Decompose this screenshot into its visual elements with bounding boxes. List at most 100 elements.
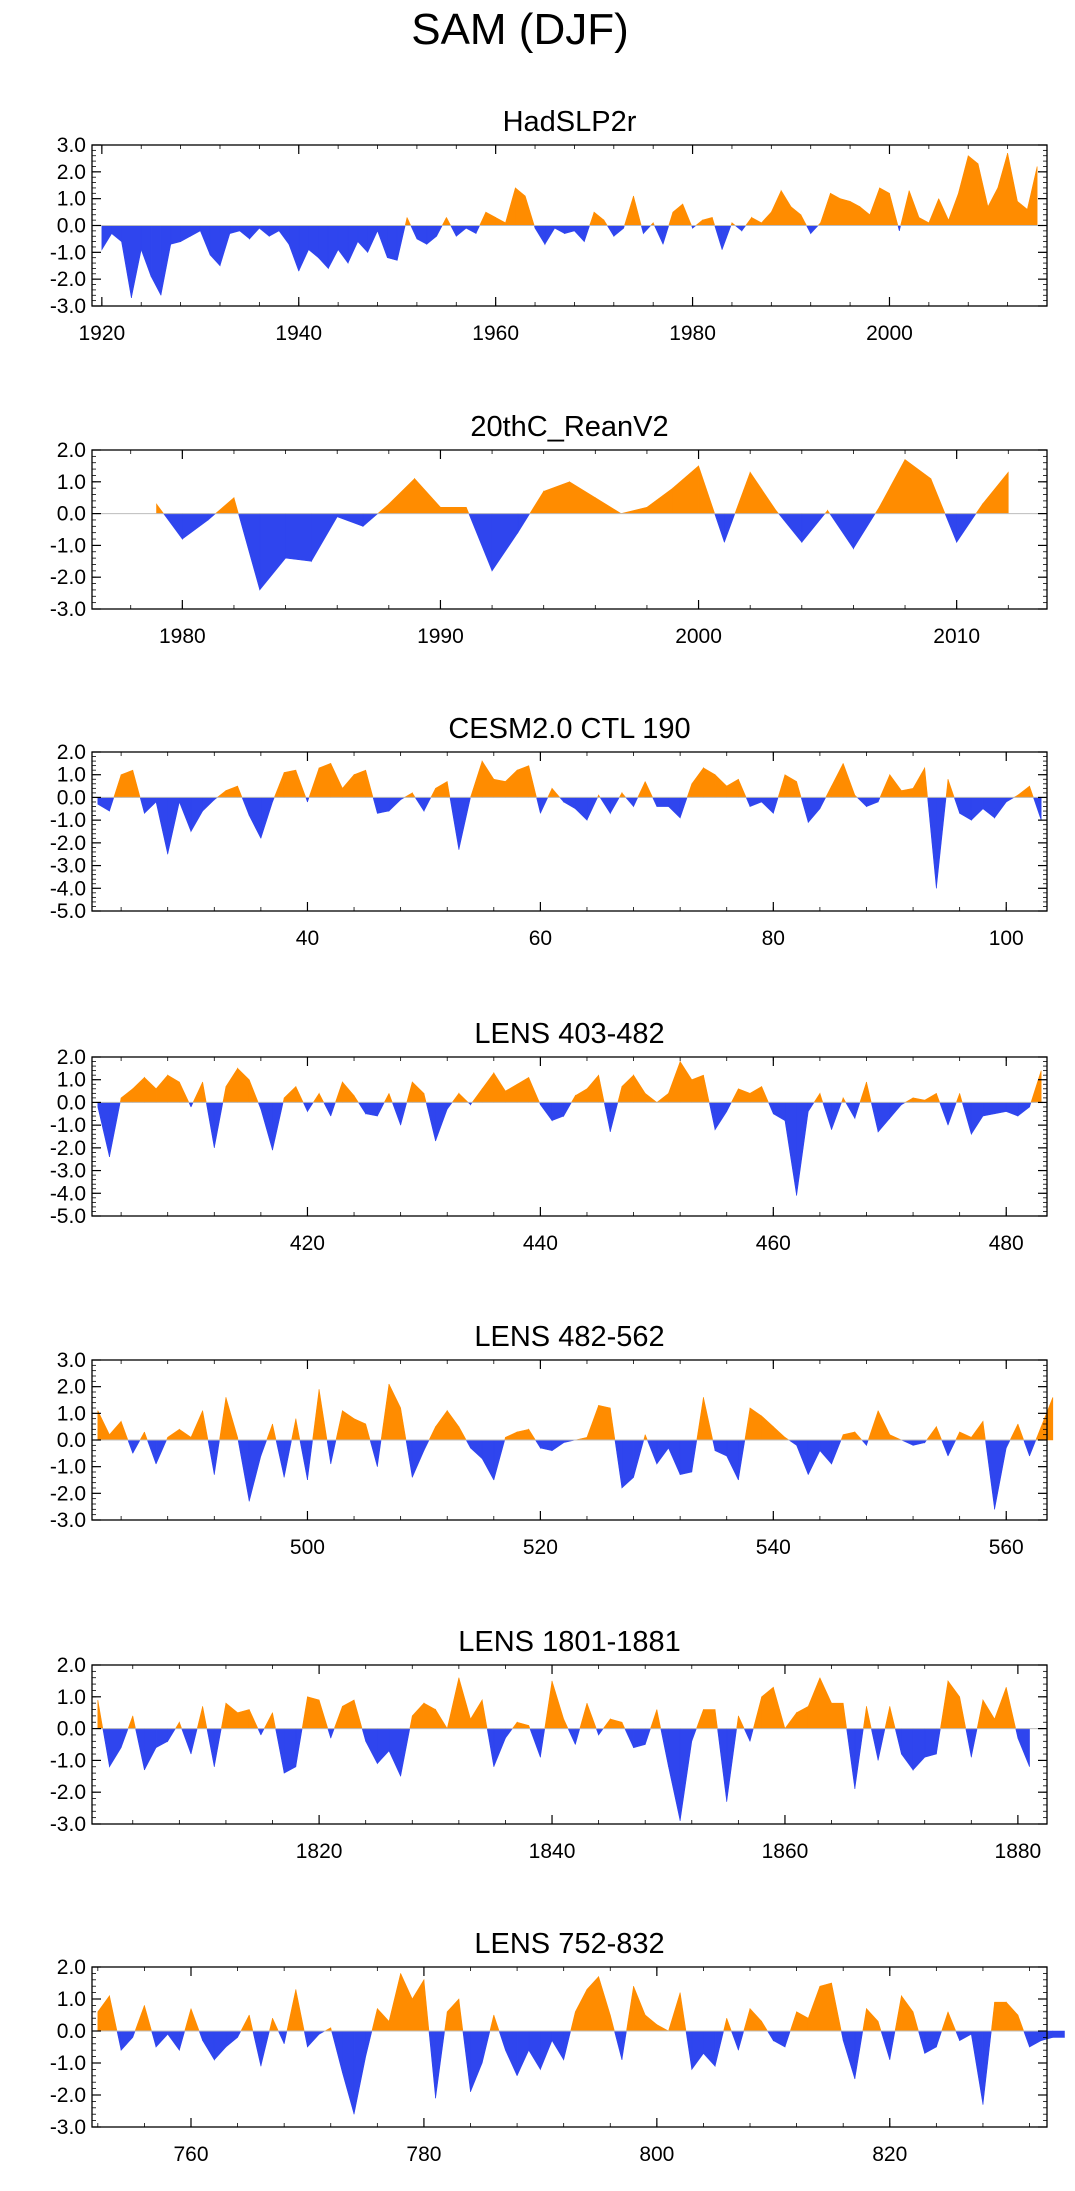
panel-2-negative-segment <box>285 513 312 562</box>
panel-5-negative-segment <box>423 1439 430 1451</box>
panel-1-negative-segment <box>259 225 270 237</box>
panel-6-negative-segment <box>965 1728 972 1758</box>
panel-4-positive-segment <box>406 1081 413 1103</box>
panel-1-negative-segment <box>544 225 556 246</box>
panel-1-xtick-label: 1940 <box>275 322 322 345</box>
panel-5-positive-segment <box>516 1428 530 1441</box>
panel-6-negative-segment <box>633 1728 646 1749</box>
panel-4-ytick-label: -4.0 <box>50 1182 86 1205</box>
panel-3-ytick-label: 2.0 <box>57 741 86 764</box>
panel-4-positive-segment <box>383 1093 390 1103</box>
panel-6: LENS 1801-1881 2.0 1.0 0.0 -1.0 -2.0 -3.0 1820 1… <box>50 1626 1048 1863</box>
panel-3-negative-segment <box>807 797 821 824</box>
panel-5-negative-segment <box>237 1439 250 1502</box>
panel-4-positive-segment <box>955 1093 960 1103</box>
panel-6-positive-segment <box>196 1706 203 1729</box>
panel-2-positive-segment <box>233 497 239 514</box>
panel-4-negative-segment <box>446 1102 453 1111</box>
panel-4-positive-segment <box>912 1097 926 1103</box>
panel-3-negative-segment <box>388 797 401 812</box>
panel-5-positive-segment <box>225 1397 238 1441</box>
panel-5-positive-segment <box>598 1404 611 1441</box>
panel-4-negative-segment <box>302 1102 308 1112</box>
panel-1-positive-segment <box>997 152 1008 226</box>
panel-1-ytick-label: 0.0 <box>57 215 86 238</box>
panel-2-negative-segment <box>238 513 261 591</box>
panel-6-ytick-label: -2.0 <box>50 1781 86 1804</box>
panel-3-negative-segment <box>458 797 471 850</box>
panel-6-positive-segment <box>202 1706 208 1729</box>
panel-5-positive-segment <box>877 1410 891 1441</box>
panel-3-positive-segment <box>120 769 134 798</box>
panel-4-negative-segment <box>845 1102 856 1120</box>
panel-4-positive-segment <box>633 1074 646 1103</box>
panel-4-negative-segment <box>188 1102 192 1108</box>
panel-7-positive-segment <box>586 1975 599 2032</box>
panel-3-positive-segment <box>691 766 704 798</box>
panel-6-negative-segment <box>567 1728 576 1745</box>
panel-1-negative-segment <box>337 225 349 264</box>
panel-1-positive-segment <box>524 195 535 226</box>
panel-7-positive-segment <box>626 1986 634 2032</box>
panel-4-negative-segment <box>807 1102 815 1113</box>
panel-3-area <box>97 760 1042 889</box>
panel-2-positive-segment <box>646 487 674 514</box>
panel-5-negative-segment <box>330 1439 337 1465</box>
panel-4-positive-segment <box>738 1088 751 1103</box>
panel-1-positive-segment <box>800 214 807 226</box>
panel-6-positive-segment <box>784 1711 797 1729</box>
panel-1-positive-segment <box>441 217 447 226</box>
panel-5-positive-segment <box>458 1426 467 1441</box>
panel-7-negative-segment <box>703 2030 716 2067</box>
panel-6-negative-segment <box>970 1728 978 1758</box>
panel-7-xtick-label: 780 <box>406 2143 441 2166</box>
panel-6-positive-segment <box>220 1703 227 1729</box>
panel-5-positive-segment <box>120 1421 129 1441</box>
panel-7-negative-segment <box>167 2030 180 2052</box>
panel-1-positive-segment <box>948 193 959 226</box>
panel-6-positive-segment <box>248 1709 259 1729</box>
panel-4-positive-segment <box>342 1081 355 1103</box>
panel-7-negative-segment <box>738 2030 745 2051</box>
panel-3-positive-segment <box>481 760 495 798</box>
panel-5-xtick-label: 520 <box>523 1536 558 1559</box>
panel-4-negative-segment <box>330 1102 336 1117</box>
panel-5-negative-segment <box>470 1439 483 1460</box>
panel-4-negative-segment <box>377 1102 385 1117</box>
panel-3-positive-segment <box>318 762 332 798</box>
panel-5-positive-segment <box>749 1407 762 1441</box>
panel-2-positive-segment <box>440 506 467 514</box>
panel-7-positive-segment <box>679 1992 687 2032</box>
panel-6-negative-segment <box>135 1728 145 1771</box>
panel-4-ytick-label: 1.0 <box>57 1069 86 1092</box>
panel-6-positive-segment <box>301 1696 308 1729</box>
panel-5-negative-segment <box>260 1439 268 1457</box>
panel-1-negative-segment <box>318 225 329 270</box>
panel-2-negative-segment <box>311 513 338 563</box>
panel-3-negative-segment <box>586 797 599 821</box>
panel-3-negative-segment <box>559 797 564 803</box>
panel-4-positive-segment <box>353 1094 359 1103</box>
panel-6-negative-segment <box>400 1728 411 1777</box>
panel-1-negative-segment <box>805 225 812 234</box>
panel-7-positive-segment <box>377 2007 390 2032</box>
panel-3-ytick-label: -4.0 <box>50 877 86 900</box>
panel-6-positive-segment <box>272 1712 276 1729</box>
panel-4-positive-segment <box>730 1088 739 1103</box>
panel-5-positive-segment <box>586 1405 599 1441</box>
panel-7-negative-segment <box>889 2030 896 2060</box>
panel-2-negative-segment <box>956 513 977 544</box>
panel-7-negative-segment <box>540 2030 553 2070</box>
panel-3-negative-segment <box>609 797 620 815</box>
panel-4-title: LENS 403-482 <box>474 1018 664 1050</box>
panel-5-positive-segment <box>703 1397 714 1441</box>
panel-1-positive-segment <box>967 155 979 226</box>
panel-6-xtick-label: 1880 <box>995 1840 1042 1863</box>
panel-4-positive-segment <box>866 1081 872 1103</box>
panel-1-negative-segment <box>640 225 644 234</box>
panel-3-negative-segment <box>994 797 1007 819</box>
panel-4-positive-segment <box>411 1081 425 1103</box>
panel-5-positive-segment <box>380 1383 390 1441</box>
panel-7-area <box>97 1973 1065 2115</box>
panel-1-negative-segment <box>583 225 591 242</box>
